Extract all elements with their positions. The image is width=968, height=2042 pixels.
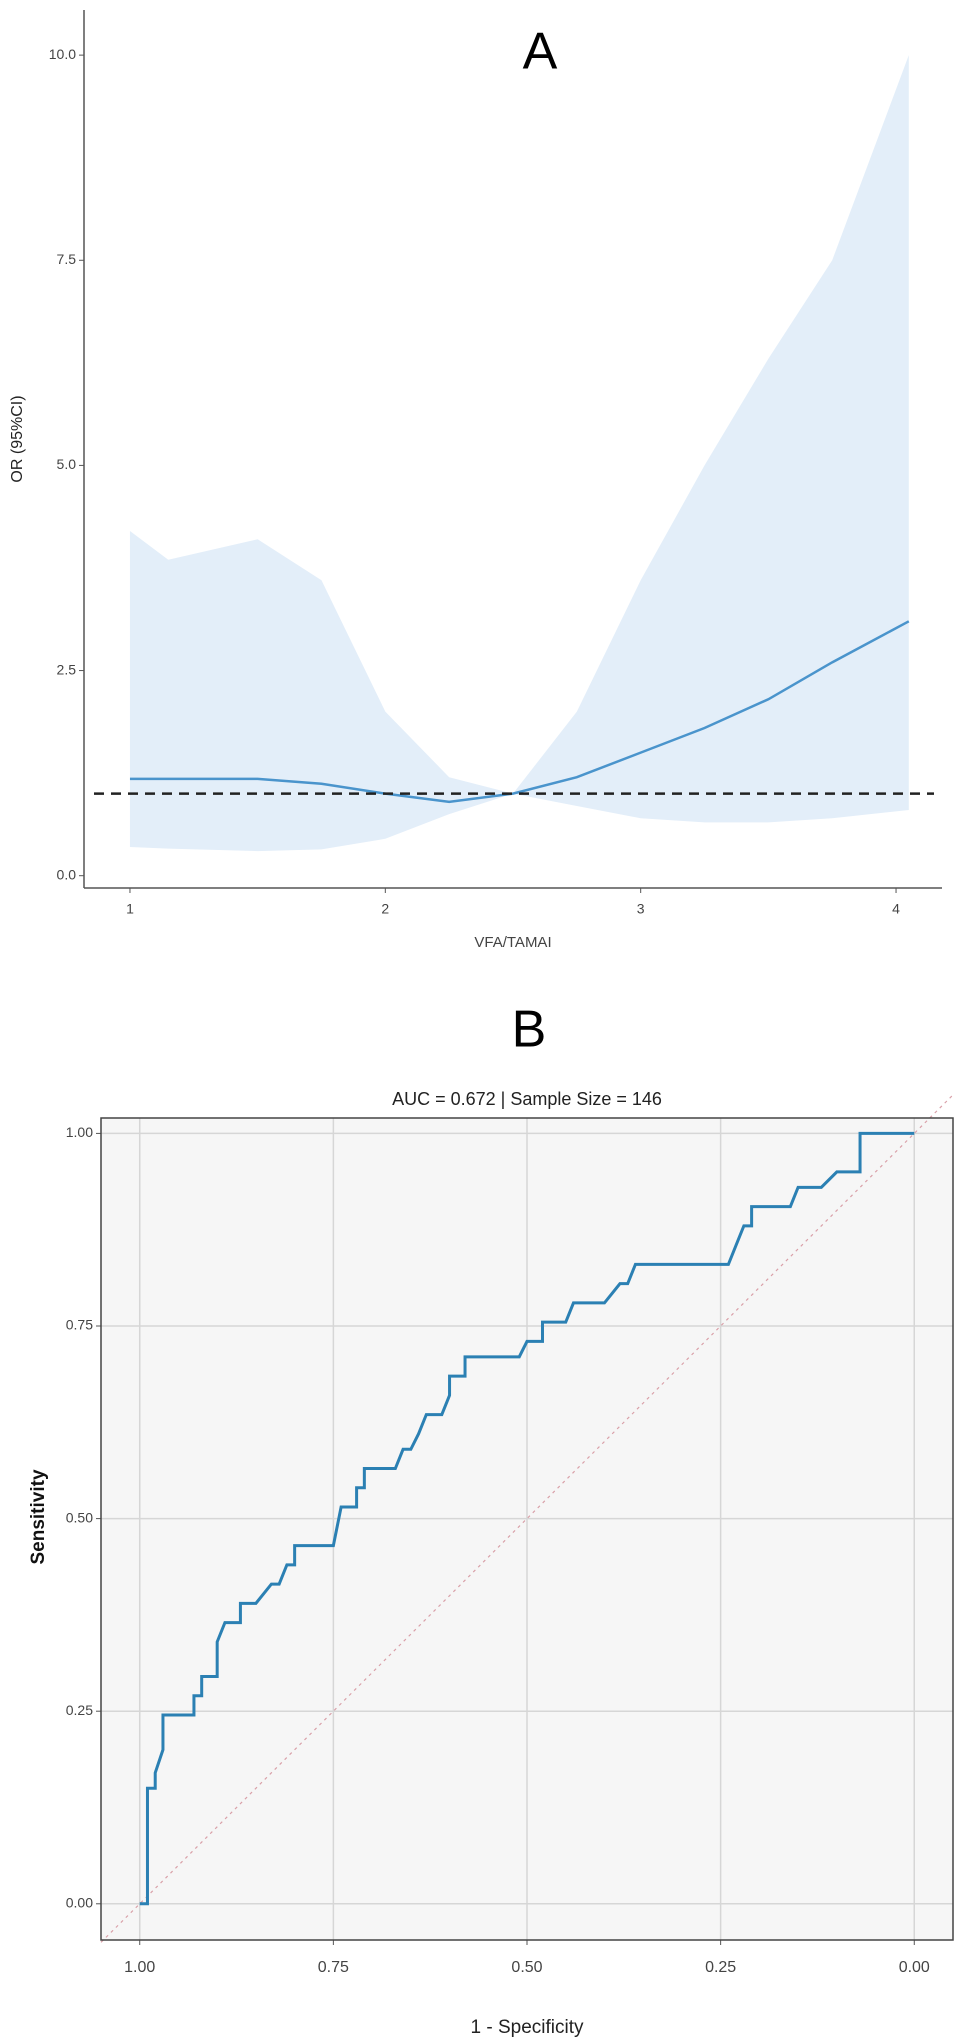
x-tick-label: 2 bbox=[381, 901, 389, 917]
x-axis-label: 1 - Specificity bbox=[471, 2017, 584, 2038]
plot-border bbox=[100, 1117, 954, 1941]
y-tick-label: 0.75 bbox=[66, 1317, 93, 1333]
panel-label: A bbox=[523, 23, 558, 81]
x-tick-label: 1.00 bbox=[124, 1959, 155, 1976]
y-tick-label: 1.00 bbox=[66, 1124, 93, 1140]
y-tick-label: 0.00 bbox=[66, 1894, 93, 1910]
y-axis-label: OR (95%CI) bbox=[9, 395, 26, 482]
confidence-band bbox=[129, 55, 909, 852]
y-tick-label: 0.25 bbox=[66, 1702, 93, 1718]
y-tick-label: 0.50 bbox=[66, 1509, 93, 1525]
x-tick-label: 3 bbox=[637, 901, 645, 917]
y-tick-label: 10.0 bbox=[49, 46, 76, 62]
x-tick-label: 0.50 bbox=[511, 1959, 542, 1976]
x-tick-label: 1 bbox=[126, 901, 134, 917]
roc-curve bbox=[139, 1131, 915, 1906]
or-line bbox=[129, 620, 910, 804]
x-tick-label: 0.25 bbox=[705, 1959, 736, 1976]
y-tick-label: 0.0 bbox=[57, 866, 77, 882]
panel-label: B bbox=[512, 1001, 547, 1059]
y-tick-label: 2.5 bbox=[57, 661, 77, 677]
x-tick-label: 0.00 bbox=[899, 1959, 930, 1976]
y-axis-label: Sensitivity bbox=[28, 1469, 49, 1564]
x-axis-label: VFA/TAMAI bbox=[474, 934, 551, 951]
diagonal bbox=[100, 1094, 954, 1943]
x-tick-label: 4 bbox=[892, 901, 900, 917]
chart-title: AUC = 0.672 | Sample Size = 146 bbox=[392, 1089, 662, 1109]
x-tick-label: 0.75 bbox=[318, 1959, 349, 1976]
y-tick-label: 7.5 bbox=[57, 251, 77, 267]
y-tick-label: 5.0 bbox=[57, 456, 77, 472]
